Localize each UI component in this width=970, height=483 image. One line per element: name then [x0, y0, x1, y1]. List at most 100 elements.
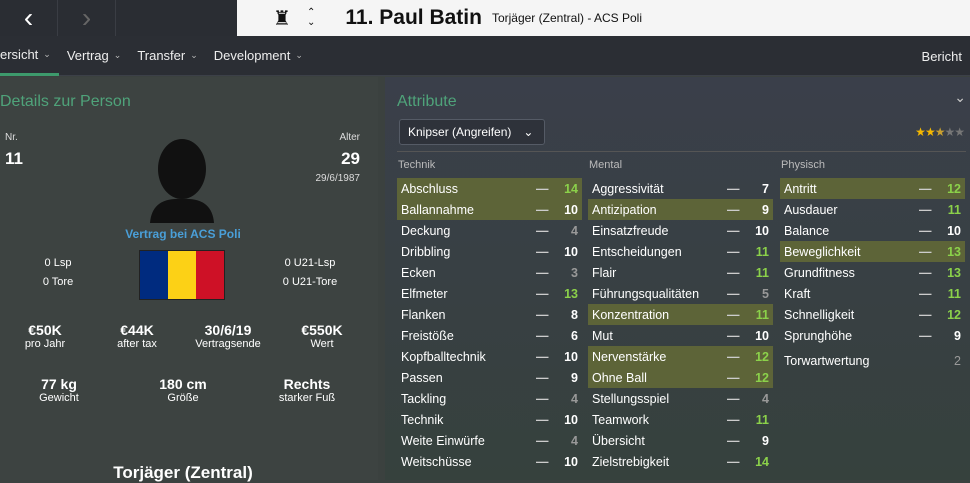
attribute-row[interactable]: Stellungsspiel — 4 [588, 388, 773, 409]
attribute-row[interactable]: Ballannahme — 10 [397, 199, 582, 220]
role-dropdown[interactable]: Knipser (Angreifen) ⌄ [399, 119, 545, 145]
finance-item: €44K after tax [97, 322, 177, 350]
trend-dash-icon: — [536, 454, 549, 469]
tab-label: ersicht [0, 46, 39, 62]
attribute-name: Elfmeter [401, 286, 448, 301]
attribute-row[interactable]: Kraft — 11 [780, 283, 965, 304]
attribute-row[interactable]: Elfmeter — 13 [397, 283, 582, 304]
trend-dash-icon: — [727, 391, 740, 406]
nr-label: Nr. [5, 132, 18, 143]
player-name: 11. Paul Batin [345, 6, 482, 29]
role-rating-stars: ★★★★★ [915, 125, 965, 139]
attribute-row[interactable]: Weite Einwürfe — 4 [397, 430, 582, 451]
attribute-value: 11 [755, 244, 769, 259]
attribute-column: Technik Abschluss — 14 Ballannahme — 10 Deckung… [397, 159, 582, 472]
age-label: Alter [339, 132, 360, 143]
attribute-name: Technik [401, 412, 444, 427]
attribute-value: 13 [947, 244, 961, 259]
attribute-row[interactable]: Beweglichkeit — 13 [780, 241, 965, 262]
attribute-row[interactable]: Zielstrebigkeit — 14 [588, 451, 773, 472]
attribute-row[interactable]: Aggressivität — 7 [588, 178, 773, 199]
club-crest-icon[interactable]: ♜ [273, 7, 291, 30]
trend-dash-icon: — [727, 454, 740, 469]
attribute-name: Mut [592, 328, 613, 343]
attribute-row[interactable]: Mut — 10 [588, 325, 773, 346]
gk-value: 2 [954, 353, 961, 368]
attribute-row[interactable]: Antizipation — 9 [588, 199, 773, 220]
nationality-flag[interactable] [139, 250, 225, 300]
back-button[interactable]: ‹ [0, 0, 58, 36]
attribute-name: Einsatzfreude [592, 223, 669, 238]
attribute-row[interactable]: Sprunghöhe — 9 [780, 325, 965, 346]
position-title: Torjäger (Zentral) [113, 463, 253, 482]
attribute-row[interactable]: Antritt — 12 [780, 178, 965, 199]
attribute-row[interactable]: Kopfballtechnik — 10 [397, 346, 582, 367]
attribute-row[interactable]: Abschluss — 14 [397, 178, 582, 199]
goals: 0 Tore [42, 276, 74, 288]
attribute-value: 10 [947, 223, 961, 238]
forward-button[interactable]: › [58, 0, 116, 36]
column-header: Physisch [781, 159, 826, 171]
attribute-row[interactable]: Übersicht — 9 [588, 430, 773, 451]
attribute-row[interactable]: Einsatzfreude — 10 [588, 220, 773, 241]
tab-contract[interactable]: Vertrag ⌄ [59, 36, 129, 76]
finance-value: €50K [28, 322, 62, 338]
attribute-row[interactable]: Führungsqualitäten — 5 [588, 283, 773, 304]
attribute-column: Physisch Antritt —12 Ausdauer —11 Balance —10 B… [780, 159, 965, 371]
attribute-row[interactable]: Grundfitness — 13 [780, 262, 965, 283]
attribute-row[interactable]: Freistöße — 6 [397, 325, 582, 346]
chevron-down-icon: ⌄ [295, 50, 303, 60]
attribute-row[interactable]: Deckung — 4 [397, 220, 582, 241]
star-icon: ★ [924, 125, 936, 139]
attribute-value: 14 [564, 181, 578, 196]
trend-dash-icon: — [536, 328, 549, 343]
attribute-row[interactable]: Flair — 11 [588, 262, 773, 283]
attribute-name: Abschluss [401, 181, 458, 196]
attribute-row[interactable]: Flanken — 8 [397, 304, 582, 325]
attribute-row[interactable]: Konzentration — 11 [588, 304, 773, 325]
trend-dash-icon: — [727, 181, 740, 196]
trend-dash-icon: — [727, 223, 740, 238]
trend-dash-icon: — [536, 181, 549, 196]
player-switch-arrows[interactable]: ⌃ ⌄ [307, 7, 316, 28]
attribute-row[interactable]: Technik — 10 [397, 409, 582, 430]
trend-dash-icon: — [919, 223, 932, 238]
contract-link[interactable]: Vertrag bei ACS Poli [125, 227, 241, 241]
attribute-row[interactable]: Teamwork — 11 [588, 409, 773, 430]
attribute-row[interactable]: Tackling — 4 [397, 388, 582, 409]
attribute-value: 10 [564, 202, 578, 217]
tab-overview[interactable]: ersicht ⌄ [0, 36, 59, 76]
attribute-row[interactable]: Dribbling — 10 [397, 241, 582, 262]
tab-transfer[interactable]: Transfer ⌄ [129, 36, 205, 76]
attribute-name: Dribbling [401, 244, 451, 259]
player-silhouette-icon [150, 139, 214, 223]
attribute-value: 6 [571, 328, 578, 343]
trend-dash-icon: — [919, 202, 932, 217]
finance-value: €550K [301, 322, 343, 338]
attribute-row[interactable]: Ecken — 3 [397, 262, 582, 283]
attribute-value: 9 [762, 202, 769, 217]
attribute-row[interactable]: Ausdauer — 11 [780, 199, 965, 220]
trend-dash-icon: — [919, 181, 932, 196]
finance-value: €44K [120, 322, 154, 338]
attribute-row[interactable]: Ohne Ball — 12 [588, 367, 773, 388]
attribute-row[interactable]: Balance — 10 [780, 220, 965, 241]
attribute-row[interactable]: Passen — 9 [397, 367, 582, 388]
attribute-column: Mental Aggressivität — 7 Antizipation — 9 Einsa… [588, 159, 773, 472]
finance-label: pro Jahr [24, 338, 66, 350]
attribute-row[interactable]: Nervenstärke — 12 [588, 346, 773, 367]
trend-dash-icon: — [727, 370, 740, 385]
attribute-row[interactable]: Weitschüsse — 10 [397, 451, 582, 472]
attribute-row[interactable]: Entscheidungen — 11 [588, 241, 773, 262]
tab-report[interactable]: Bericht [921, 48, 962, 64]
finance-label: Wert [310, 338, 334, 350]
attribute-value: 11 [755, 412, 769, 427]
nr-value: 11 [5, 149, 23, 168]
trend-dash-icon: — [536, 349, 549, 364]
tab-development[interactable]: Development ⌄ [206, 36, 311, 76]
attribute-name: Kraft [784, 286, 811, 301]
dob: 29/6/1987 [315, 173, 361, 184]
physical-value: 180 cm [159, 376, 207, 392]
attribute-row[interactable]: Schnelligkeit — 12 [780, 304, 965, 325]
collapse-chevron-icon[interactable]: ⌄ [954, 89, 966, 105]
